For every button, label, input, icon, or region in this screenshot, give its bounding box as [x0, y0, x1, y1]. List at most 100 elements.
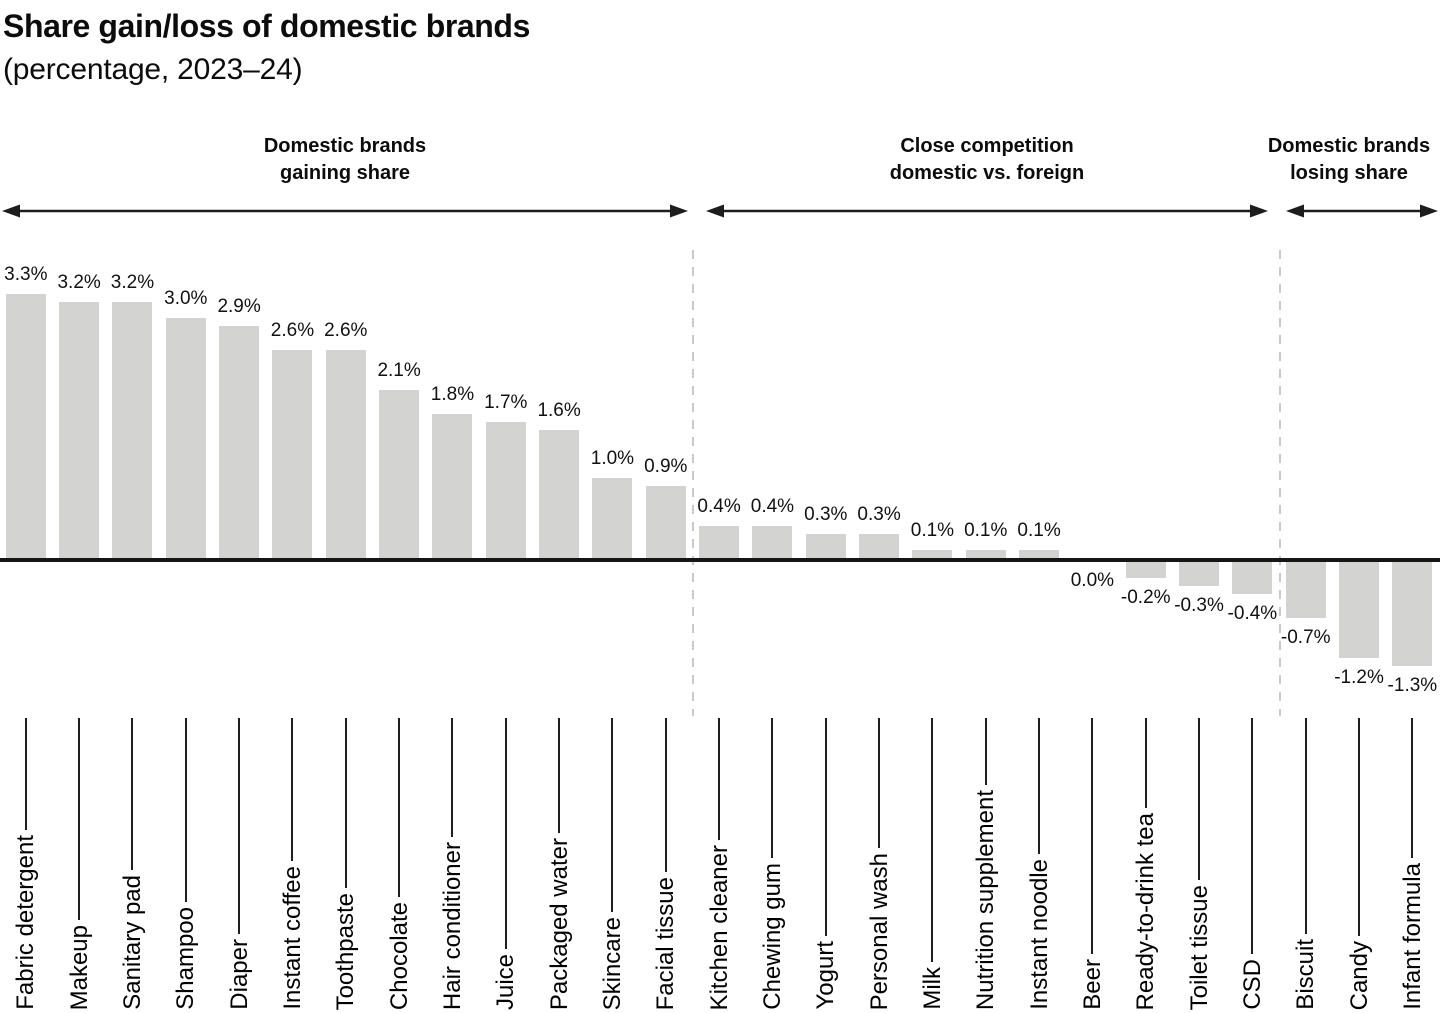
category-label: Packaged water	[545, 837, 573, 1010]
category-column: Candy	[1343, 718, 1375, 1010]
category-column: Shampoo	[170, 718, 202, 1010]
category-label: Instant coffee	[278, 866, 306, 1010]
category-label: Milk	[918, 967, 946, 1010]
leader-line	[131, 718, 134, 871]
category-label: Chewing gum	[758, 863, 786, 1010]
category-label: Fabric detergent	[12, 835, 40, 1010]
category-label: Personal wash	[865, 852, 893, 1010]
leader-line	[1144, 718, 1147, 808]
bar	[1125, 562, 1166, 578]
category-column: Infant formula	[1396, 718, 1428, 1010]
section-header-line: Domestic brands	[1267, 135, 1431, 157]
section-header-line: Close competition	[900, 135, 1074, 157]
category-column: Toilet tissue	[1183, 718, 1215, 1010]
category-label: Shampoo	[172, 907, 200, 1010]
leader-line	[611, 718, 614, 912]
category-column: Nutrition supplement	[970, 718, 1002, 1010]
category-label: Ready-to-drink tea	[1132, 812, 1160, 1010]
category-column: Sanitary pad	[116, 718, 148, 1010]
section-range-arrows	[2, 204, 1438, 218]
double-arrow-icon	[2, 204, 688, 218]
value-label: 1.7%	[484, 392, 528, 413]
category-label: Chocolate	[385, 901, 413, 1010]
page-title: Share gain/loss of domestic brands	[3, 8, 530, 44]
category-column: Packaged water	[543, 718, 575, 1010]
leader-line	[1091, 718, 1094, 955]
category-column: Makeup	[63, 718, 95, 1010]
value-label: 0.1%	[1017, 520, 1061, 541]
section-header-losing: Domestic brands losing share	[1199, 133, 1440, 187]
bar	[752, 526, 793, 558]
section-header-line: gaining share	[279, 162, 411, 184]
category-label: Kitchen cleaner	[705, 844, 733, 1010]
category-label: Infant formula	[1398, 863, 1426, 1010]
value-label: 0.1%	[910, 520, 955, 541]
value-label: 0.4%	[697, 496, 741, 517]
bar	[432, 414, 473, 558]
leader-line	[24, 718, 27, 831]
bar	[539, 430, 580, 558]
category-column: Personal wash	[863, 718, 895, 1010]
bar	[272, 350, 313, 558]
category-label: Toilet tissue	[1185, 884, 1213, 1010]
bar	[1339, 562, 1380, 658]
bar	[805, 534, 846, 558]
bar	[699, 526, 740, 558]
category-label: Instant noodle	[1025, 859, 1053, 1010]
bar	[112, 302, 153, 558]
double-arrow-icon	[1286, 204, 1438, 218]
category-column: Skincare	[596, 718, 628, 1010]
value-label: 0.1%	[964, 520, 1008, 541]
value-label: 3.3%	[4, 264, 48, 285]
leader-line	[184, 718, 187, 903]
section-header-line: domestic vs. foreign	[889, 162, 1085, 184]
leader-line	[504, 718, 507, 949]
value-label: 0.9%	[644, 456, 688, 477]
value-label: 1.8%	[430, 384, 475, 405]
bar	[859, 534, 900, 558]
bar	[379, 390, 420, 558]
category-column: Biscuit	[1290, 718, 1322, 1010]
leader-line	[718, 718, 721, 840]
category-column: Diaper	[223, 718, 255, 1010]
category-column: Instant coffee	[276, 718, 308, 1010]
section-header-close-competition: Close competition domestic vs. foreign	[787, 133, 1187, 187]
value-label: 2.6%	[270, 320, 315, 341]
category-column: Juice	[490, 718, 522, 1010]
double-arrow-icon	[706, 204, 1268, 218]
category-label: Sanitary pad	[118, 875, 146, 1010]
bar	[325, 350, 366, 558]
category-column: Toothpaste	[330, 718, 362, 1010]
bar	[59, 302, 100, 558]
value-label: -0.3%	[1174, 595, 1224, 616]
leader-line	[1251, 718, 1254, 955]
category-label: Toothpaste	[332, 892, 360, 1010]
leader-line	[771, 718, 774, 859]
category-label: Candy	[1345, 940, 1373, 1010]
category-column: Chocolate	[383, 718, 415, 1010]
category-column: Facial tissue	[650, 718, 682, 1010]
value-label: 2.9%	[217, 296, 261, 317]
value-label: 3.2%	[57, 272, 101, 293]
bar	[5, 294, 46, 558]
leader-line	[824, 718, 827, 937]
value-label: 2.1%	[377, 360, 421, 381]
leader-line	[291, 718, 294, 862]
bar	[165, 318, 206, 558]
category-column: Beer	[1076, 718, 1108, 1010]
bar	[912, 550, 953, 558]
value-label: 3.2%	[110, 272, 155, 293]
bar	[485, 422, 526, 558]
leader-line	[931, 718, 934, 963]
bar	[592, 478, 633, 558]
leader-line	[1198, 718, 1201, 880]
category-label: Beer	[1078, 959, 1106, 1010]
page-subtitle: (percentage, 2023–24)	[3, 53, 303, 86]
category-label: Facial tissue	[652, 876, 680, 1010]
bar	[645, 486, 686, 558]
value-label: 2.6%	[324, 320, 368, 341]
leader-line	[451, 718, 454, 837]
bar	[965, 550, 1006, 558]
category-column: Ready-to-drink tea	[1130, 718, 1162, 1010]
